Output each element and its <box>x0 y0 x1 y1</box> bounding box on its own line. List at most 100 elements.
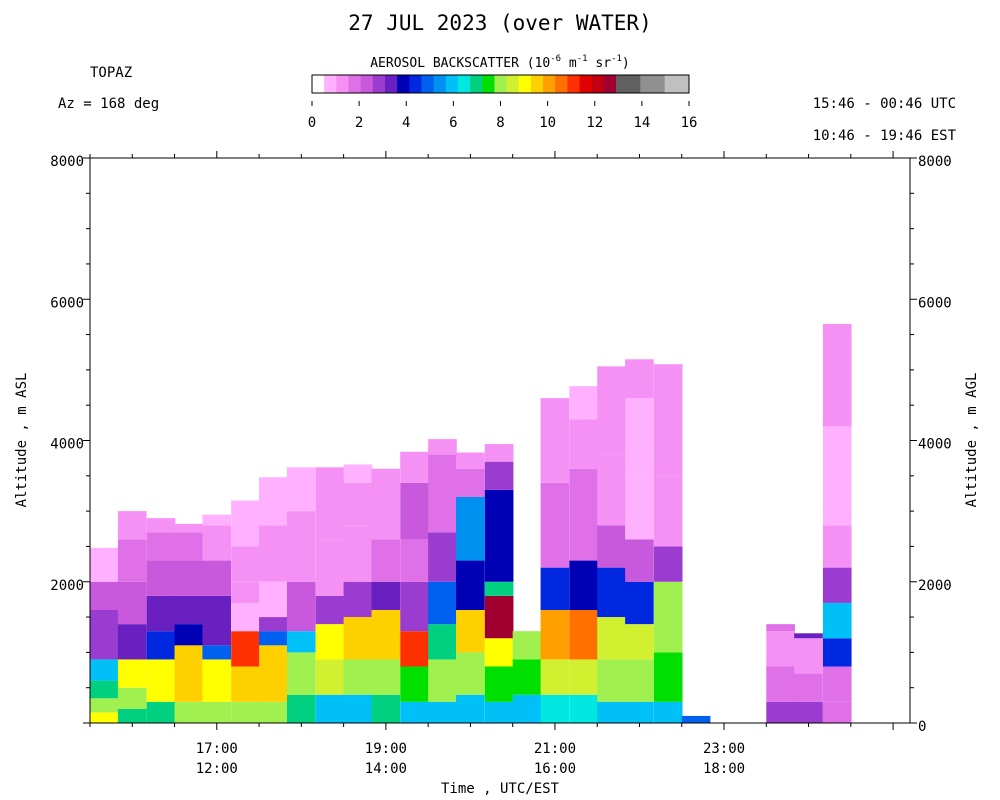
backscatter-cell <box>625 398 654 476</box>
backscatter-cell <box>456 452 485 469</box>
backscatter-cell <box>512 659 542 695</box>
profile-column <box>202 514 232 723</box>
colorbar-title-exp2: -1 <box>577 54 588 64</box>
backscatter-cell <box>286 652 316 695</box>
backscatter-cell <box>202 560 232 596</box>
backscatter-cell <box>653 475 683 547</box>
colorbar-title-exp1: -6 <box>550 54 561 64</box>
backscatter-cell <box>597 366 626 455</box>
backscatter-cell <box>146 659 176 702</box>
colorbar-swatch <box>664 75 678 93</box>
colorbar-swatch <box>603 75 617 93</box>
backscatter-cell <box>117 659 147 688</box>
backscatter-cell <box>569 468 598 561</box>
colorbar-swatch <box>421 75 435 93</box>
colorbar-tick-label: 2 <box>355 115 363 131</box>
colorbar-title-main: AEROSOL BACKSCATTER (10 <box>370 56 550 71</box>
backscatter-cell <box>597 525 626 568</box>
backscatter-cell <box>569 694 598 723</box>
profile-column <box>371 468 401 723</box>
backscatter-cell <box>371 694 401 723</box>
backscatter-cell <box>146 532 176 561</box>
backscatter-cell <box>428 581 457 625</box>
backscatter-cell <box>371 468 401 497</box>
x-tick-label-utc: 21:00 <box>534 741 576 757</box>
backscatter-cell <box>569 610 598 660</box>
backscatter-cell <box>400 581 429 632</box>
backscatter-cell <box>625 624 654 660</box>
colorbar-swatch <box>579 75 593 93</box>
backscatter-cell <box>90 698 119 713</box>
backscatter-cell <box>315 624 345 660</box>
profile-column <box>681 715 711 723</box>
backscatter-cell <box>681 715 711 723</box>
colorbar-swatch <box>518 75 532 93</box>
backscatter-cell <box>597 454 626 526</box>
y-tick-label-right: 8000 <box>918 154 952 170</box>
backscatter-cell <box>653 701 683 723</box>
profile-column <box>117 511 147 723</box>
backscatter-cell <box>231 546 260 582</box>
backscatter-cell <box>428 624 457 660</box>
colorbar-swatch <box>445 75 459 93</box>
colorbar-ticks: 0 2 4 6 8 10 12 14 16 <box>308 101 698 131</box>
colorbar-tick-label: 0 <box>308 115 316 131</box>
backscatter-cell <box>315 694 345 723</box>
backscatter-cell <box>231 631 260 667</box>
backscatter-cell <box>146 631 176 660</box>
backscatter-cell <box>259 525 288 582</box>
backscatter-cell <box>202 701 232 723</box>
colorbar-swatch <box>555 75 568 93</box>
backscatter-cell <box>259 701 288 723</box>
colorbar-swatch <box>324 75 337 93</box>
backscatter-cell <box>822 602 852 639</box>
backscatter-cell <box>286 631 316 653</box>
profile-column <box>90 547 119 723</box>
profile-column <box>484 444 514 723</box>
backscatter-cell <box>174 595 204 625</box>
backscatter-cell <box>428 497 457 533</box>
backscatter-cell <box>822 666 852 702</box>
y-tick-label-right: 2000 <box>918 578 952 594</box>
colorbar-swatch <box>494 75 507 93</box>
colorbar-title-end: ) <box>622 56 630 71</box>
backscatter-cell <box>117 624 147 660</box>
colorbar-tick-label: 12 <box>586 115 603 131</box>
backscatter-cell <box>625 359 654 399</box>
profile-column <box>174 523 204 723</box>
profile-column <box>400 451 429 723</box>
backscatter-cell <box>484 638 514 667</box>
colorbar-swatch <box>470 75 483 93</box>
x-axis-label: Time , UTC/EST <box>441 781 560 797</box>
backscatter-cell <box>597 701 626 723</box>
backscatter-cell <box>456 468 485 497</box>
colorbar-swatch <box>567 75 580 93</box>
backscatter-cell <box>456 560 485 610</box>
backscatter-cell <box>400 539 429 582</box>
azimuth-label: Az = 168 deg <box>58 96 159 112</box>
backscatter-cell <box>625 475 654 540</box>
backscatter-cell <box>428 701 457 723</box>
y-tick-label-left: 4000 <box>50 437 84 453</box>
backscatter-cell <box>428 439 457 455</box>
backscatter-cell <box>371 539 401 582</box>
profile-column <box>456 452 485 723</box>
backscatter-cell <box>315 497 345 540</box>
backscatter-cell <box>371 610 401 660</box>
profile-column <box>766 624 795 723</box>
backscatter-cell <box>315 659 345 695</box>
backscatter-cell <box>625 581 654 625</box>
backscatter-cell <box>484 595 514 639</box>
backscatter-cell <box>174 624 204 646</box>
y-tick-label-right: 6000 <box>918 295 952 311</box>
backscatter-cell <box>231 602 260 632</box>
backscatter-cell <box>456 652 485 695</box>
backscatter-cell <box>117 687 147 709</box>
colorbar-tick-label: 16 <box>681 115 698 131</box>
backscatter-cell <box>202 595 232 646</box>
backscatter-cell <box>822 323 852 427</box>
backscatter-cell <box>146 595 176 632</box>
backscatter-cell <box>343 659 373 695</box>
backscatter-cell <box>117 708 147 723</box>
